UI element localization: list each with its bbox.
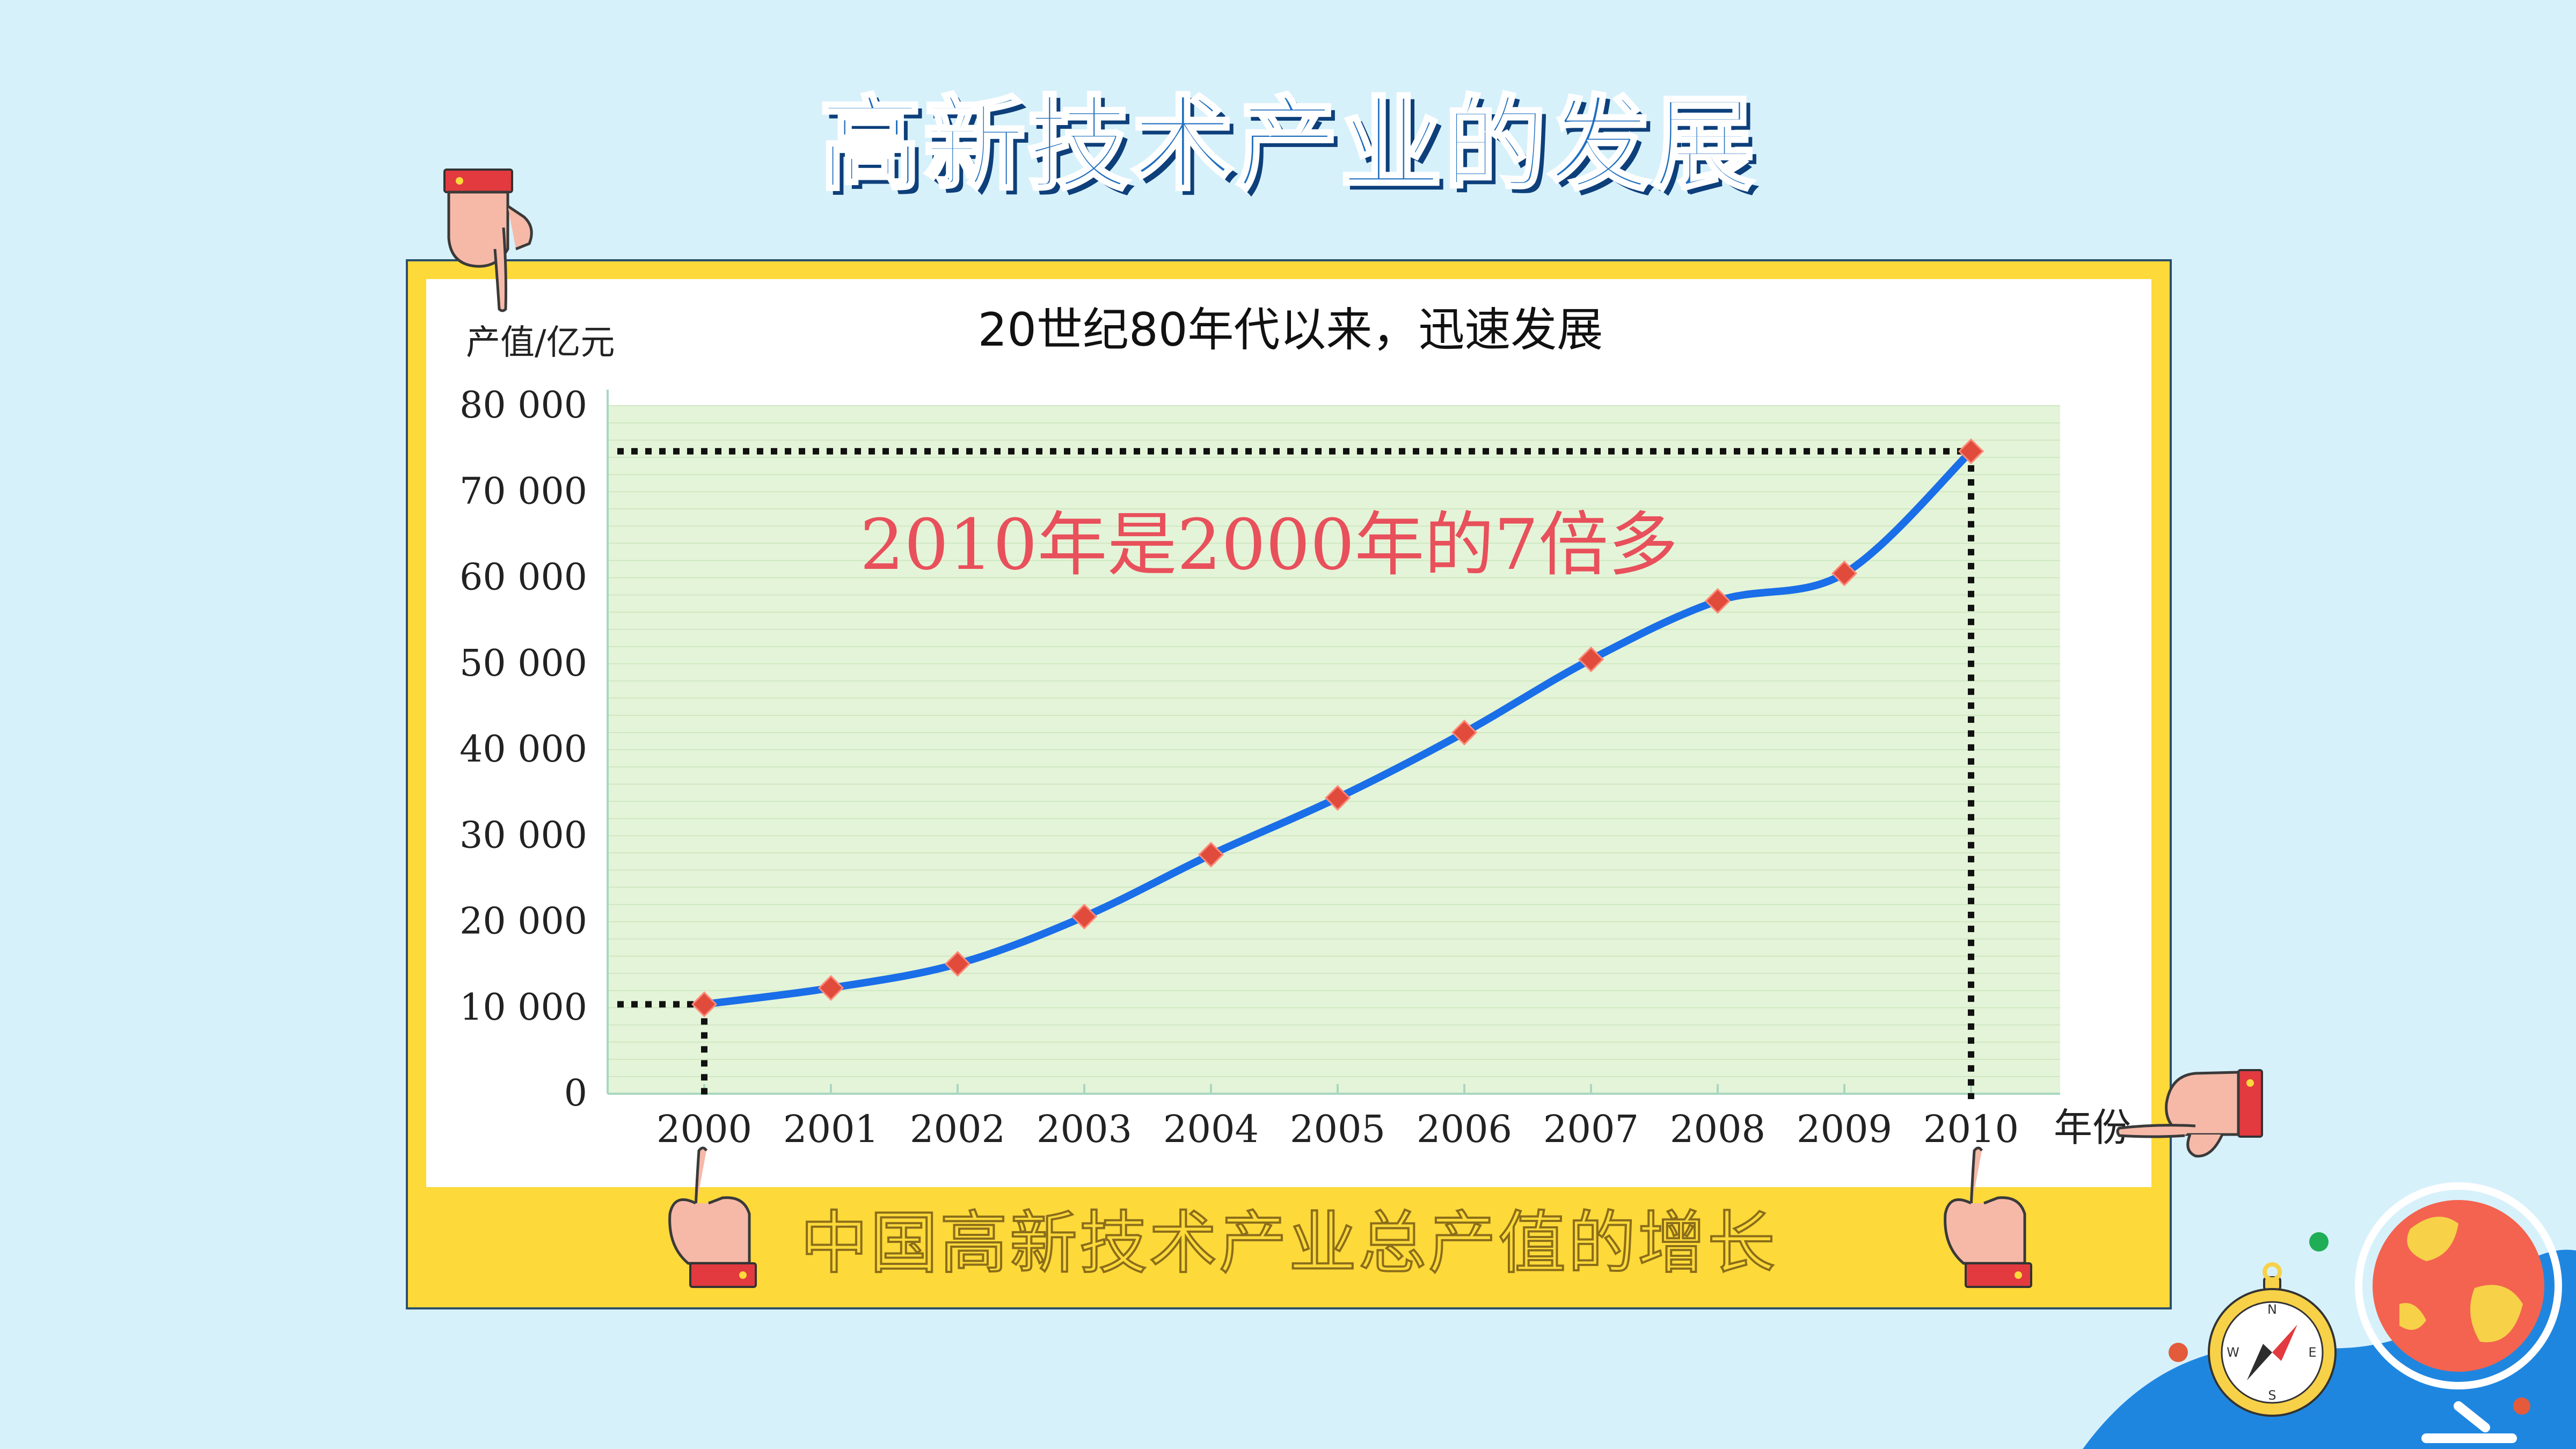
compass-icon: N S W E [2208,1262,2337,1417]
data-point [691,991,718,1018]
data-point [1704,588,1731,614]
pointing-hand-icon [668,1146,757,1288]
x-tick-label: 2004 [1163,1107,1259,1151]
globe-icon: N S W E [2083,1182,2576,1449]
line-chart: 0 10 000 20 000 30 000 40 000 50 000 60 000 70 … [459,303,2131,1151]
data-point [944,950,971,977]
data-point [1324,785,1351,811]
svg-text:W: W [2227,1345,2239,1360]
x-tick-label: 2008 [1670,1107,1765,1151]
series-line [700,447,1975,1008]
data-point [1578,646,1604,672]
data-point [1198,841,1224,868]
y-tick-label: 60 000 [459,557,587,599]
svg-text:E: E [2308,1345,2316,1360]
x-tick-label: 2002 [910,1107,1005,1151]
pointing-hand-icon [1944,1146,2032,1288]
y-tick-label: 80 000 [459,384,587,427]
x-tick-label: 2001 [783,1107,879,1151]
data-point [818,975,844,1001]
y-tick-label: 70 000 [459,470,587,513]
x-tick-label: 2003 [1037,1107,1132,1151]
data-point [1831,560,1858,587]
pointing-hand-icon [2116,1069,2263,1158]
pointing-hand-icon [443,169,533,312]
x-tick-label: 2009 [1797,1107,1892,1151]
svg-text:S: S [2268,1388,2276,1403]
slide-title: 高新技术产业的发展 [818,85,1757,204]
y-tick-label: 30 000 [459,814,587,857]
x-tick-label: 2007 [1543,1107,1639,1151]
data-point [1958,438,1984,465]
chart-panel: 0 10 000 20 000 30 000 40 000 50 000 60 000 70 … [426,279,2151,1187]
x-tick-label: 2006 [1417,1107,1512,1151]
chart-annotation: 2010年是2000年的7倍多 [860,504,1678,586]
y-tick-label: 0 [564,1072,587,1115]
svg-text:N: N [2267,1302,2277,1317]
y-tick-label: 20 000 [459,901,587,943]
x-tick-label: 2005 [1290,1107,1385,1151]
y-axis-label: 产值/亿元 [466,323,615,363]
chart-caption: 中国高新技术产业总产值的增长 [799,1204,1777,1283]
chart-subtitle: 20世纪80年代以来，迅速发展 [978,303,1603,357]
y-tick-label: 50 000 [459,642,587,685]
y-tick-label: 40 000 [459,728,587,771]
y-tick-label: 10 000 [459,986,587,1029]
x-tick-label: 2010 [1923,1107,2019,1151]
data-point [1071,903,1098,930]
data-point [1451,719,1478,746]
x-tick-label: 2000 [656,1107,752,1151]
